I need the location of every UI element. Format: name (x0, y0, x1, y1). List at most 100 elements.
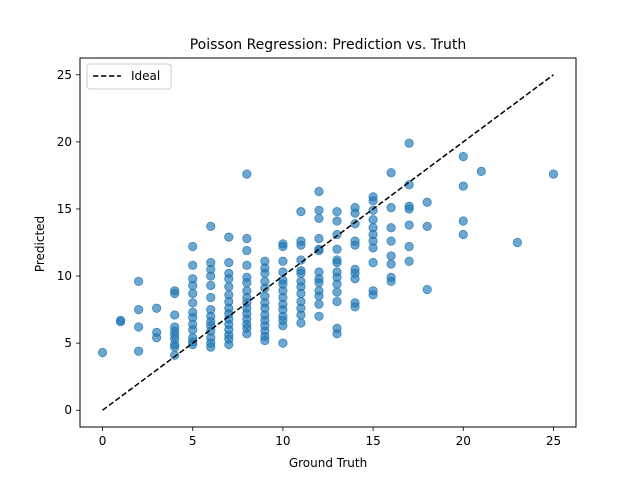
scatter-point (134, 276, 144, 287)
scatter-point (386, 276, 396, 287)
scatter-point (242, 260, 252, 270)
scatter-point (350, 274, 360, 284)
scatter-point (115, 317, 126, 327)
scatter-point (314, 299, 324, 309)
scatter-point (386, 203, 396, 213)
scatter-point (242, 329, 252, 339)
scatter-point (170, 342, 180, 352)
scatter-point (332, 216, 342, 226)
chart-title: Poisson Regression: Prediction vs. Truth (190, 37, 467, 53)
x-tick-label: 10 (275, 434, 290, 448)
x-axis-label: Ground Truth (289, 456, 367, 470)
scatter-point (134, 304, 144, 315)
scatter-point (386, 236, 396, 246)
scatter-point (152, 303, 162, 313)
scatter-point (404, 241, 414, 252)
scatter-point (368, 243, 378, 253)
ideal-line (102, 74, 554, 411)
scatter-point (170, 310, 180, 320)
scatter-point (296, 288, 306, 299)
scatter-point (332, 207, 342, 217)
scatter-point (206, 280, 216, 291)
scatter-point (332, 287, 342, 297)
legend: Ideal (86, 63, 172, 90)
scatter-point (188, 260, 198, 270)
scatter-point (242, 278, 252, 288)
legend-box (86, 63, 172, 90)
scatter-point (278, 241, 288, 252)
scatter-point (260, 335, 270, 346)
scatter-point (278, 321, 288, 331)
scatter-point (314, 233, 324, 244)
scatter-point (224, 232, 234, 242)
scatter-point (188, 241, 198, 252)
scatter-point (548, 169, 559, 179)
axis-ticks: 0 5 10 15 20 25 0 5 10 15 20 25 (57, 68, 561, 448)
scatter-point (170, 350, 180, 360)
y-tick-label: 5 (64, 336, 72, 350)
scatter-point (278, 267, 288, 277)
scatter-point (242, 245, 252, 256)
scatter-point (512, 237, 522, 248)
scatter-point (224, 258, 234, 268)
scatter-point (224, 274, 234, 284)
scatter-point (350, 240, 360, 250)
x-tick-label: 0 (99, 434, 107, 448)
scatter-point (296, 310, 306, 320)
scatter-point (332, 296, 342, 307)
scatter-point (134, 322, 144, 332)
scatter-point (332, 244, 342, 254)
scatter-point (188, 280, 198, 291)
y-tick-label: 0 (64, 403, 72, 417)
scatter-point (458, 229, 468, 240)
scatter-point (386, 223, 396, 233)
scatter-point (206, 342, 216, 352)
ideal-line-group (102, 74, 554, 411)
scatter-point (314, 278, 324, 288)
scatter-point (97, 347, 108, 358)
x-tick-label: 15 (365, 434, 380, 448)
scatter-point (386, 168, 396, 178)
scatter-point (332, 329, 342, 339)
scatter-point (242, 233, 252, 244)
scatter-point (188, 288, 198, 299)
scatter-point (332, 258, 342, 268)
scatter-point (368, 215, 378, 225)
scatter-point (206, 221, 216, 231)
scatter-point (224, 339, 234, 350)
scatter-point (296, 318, 306, 328)
scatter-point (242, 169, 252, 179)
scatter-point (476, 166, 486, 176)
scatter-point (404, 256, 414, 266)
scatter-point (314, 213, 324, 223)
scatter-point (404, 220, 414, 230)
plot-frame (79, 57, 577, 428)
scatter-point (350, 219, 360, 229)
y-tick-label: 25 (57, 68, 72, 82)
scatter-point (188, 325, 198, 335)
scatter-point (368, 258, 378, 268)
scatter-point (134, 346, 144, 356)
data-points (97, 138, 559, 360)
y-tick-label: 15 (57, 202, 72, 216)
scatter-point (368, 196, 378, 206)
scatter-point (206, 292, 216, 303)
scatter-point (314, 311, 324, 321)
legend-ideal-label: Ideal (131, 69, 160, 83)
scatter-point (278, 256, 288, 266)
scatter-point (350, 208, 360, 218)
scatter-point (314, 291, 324, 301)
scatter-point (422, 284, 432, 295)
x-tick-label: 5 (189, 434, 197, 448)
scatter-point (404, 138, 414, 148)
y-tick-label: 10 (57, 269, 72, 283)
scatter-point (368, 290, 378, 300)
scatter-point (260, 268, 270, 278)
x-tick-label: 20 (456, 434, 471, 448)
scatter-point (404, 204, 414, 214)
scatter-point (386, 251, 396, 261)
y-tick-label: 20 (57, 135, 72, 149)
x-tick-label: 25 (546, 434, 561, 448)
scatter-point (206, 271, 216, 281)
